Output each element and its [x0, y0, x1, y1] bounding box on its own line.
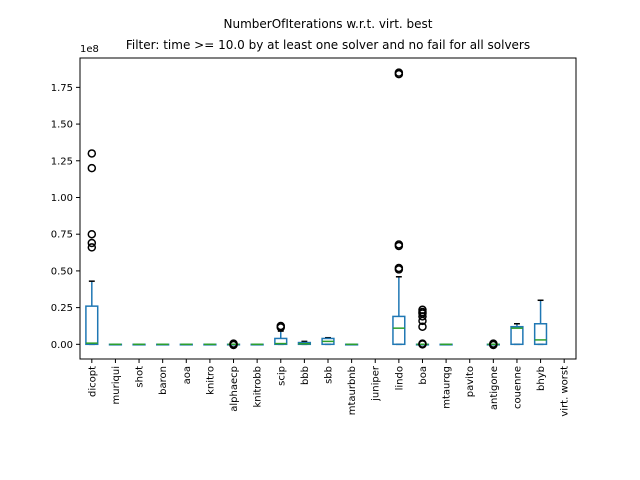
box-flier: [489, 339, 498, 348]
x-tick-label: pavito: [465, 366, 476, 397]
x-tick-label: shot: [135, 366, 146, 388]
axes-frame: [79, 57, 577, 360]
box-body: [510, 325, 524, 346]
x-tick-label: baron: [158, 366, 169, 395]
box-flier: [87, 149, 97, 158]
x-tick-label: bhyb: [536, 366, 547, 391]
box-flier: [418, 322, 427, 331]
x-tick-label: lindo: [394, 366, 405, 390]
x-tick-label: virt. worst: [560, 366, 571, 417]
box-flier: [87, 163, 97, 173]
box-flier: [276, 321, 286, 331]
y-offset-label: 1e8: [80, 44, 99, 55]
x-tick-label: knitro: [205, 366, 216, 395]
box-body: [85, 305, 99, 346]
y-tick-label: 1.00: [51, 193, 73, 204]
y-tick-label: 1.75: [51, 83, 73, 94]
x-tick-label: knitrobb: [253, 366, 264, 408]
y-tick-label: 0.25: [51, 303, 73, 314]
x-tick-label: muriqui: [111, 366, 122, 404]
box-body: [533, 323, 548, 346]
box-flier: [418, 305, 427, 315]
y-tick-label: 1.50: [51, 120, 73, 131]
x-tick-label: aoa: [182, 366, 193, 384]
plot-area: 0.00 0.25 0.50 0.75 1.00 1.25 1.50 1.75 dicopt mu…: [51, 68, 571, 417]
box-flier: [394, 240, 404, 249]
box-body: [392, 315, 406, 346]
box-flier: [418, 339, 427, 348]
chart-subtitle: Filter: time >= 10.0 by at least one sol…: [126, 38, 530, 52]
x-tick-label: dicopt: [87, 366, 98, 397]
box-flier: [87, 238, 97, 248]
box-flier: [87, 229, 97, 239]
y-tick-label: 0.50: [51, 266, 73, 277]
x-tick-label: bbb: [300, 366, 311, 385]
y-tick-label: 0.00: [51, 340, 73, 351]
box-flier: [394, 263, 404, 273]
box-flier: [229, 339, 238, 348]
box-flier: [394, 68, 404, 77]
x-tick-label: mtaurqg: [442, 366, 453, 409]
x-tick-label: boa: [418, 366, 429, 385]
y-tick-label: 0.75: [51, 230, 73, 241]
x-tick-label: sbb: [324, 366, 335, 384]
box-flier: [87, 243, 97, 252]
y-tick-label: 1.25: [51, 156, 73, 167]
x-tick-label: alphaecp: [229, 366, 240, 412]
x-tick-label: juniper: [371, 365, 382, 402]
x-tick-label: scip: [276, 366, 287, 386]
x-tick-label: antigone: [489, 366, 500, 410]
chart-title: NumberOfIterations w.r.t. virt. best: [223, 17, 432, 31]
x-tick-label: mtaurbnb: [347, 366, 358, 415]
x-tick-label: couenne: [512, 366, 523, 409]
